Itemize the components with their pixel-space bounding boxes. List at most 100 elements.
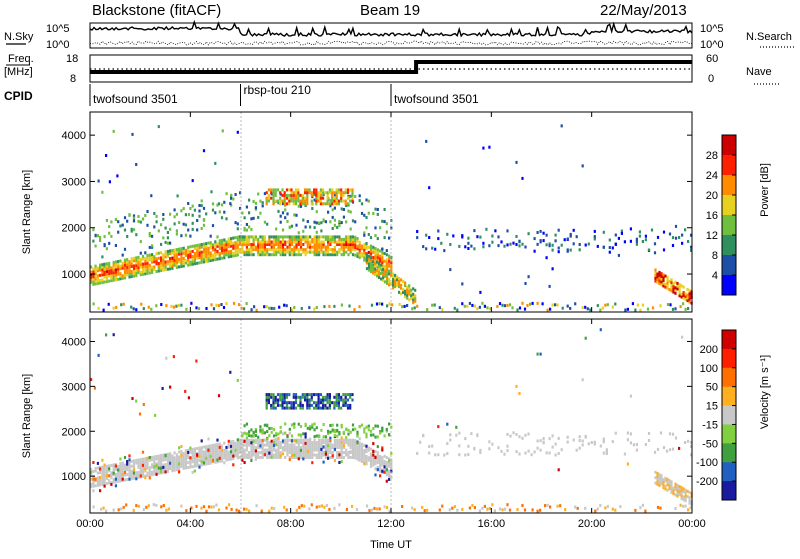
velocity-cell <box>331 454 334 458</box>
power-cell <box>345 250 348 254</box>
power-cell <box>313 250 316 254</box>
power-cell <box>322 202 325 206</box>
power-cell <box>323 305 326 309</box>
velocity-cell <box>254 438 257 442</box>
velocity-cell <box>533 450 536 454</box>
velocity-cell <box>317 401 320 405</box>
velocity-cell <box>144 464 147 468</box>
velocity-cell <box>338 443 341 447</box>
power-cell <box>315 243 318 246</box>
velocity-cell <box>257 456 260 459</box>
power-cell <box>175 258 178 262</box>
power-cell <box>516 308 519 312</box>
power-cell <box>327 237 330 241</box>
velocity-cell <box>205 447 208 451</box>
power-cell <box>281 188 284 192</box>
velocity-cell <box>193 449 196 453</box>
velocity-cell <box>126 478 129 481</box>
velocity-cell <box>157 471 160 475</box>
velocity-cell <box>324 446 327 450</box>
velocity-cell <box>239 448 242 452</box>
velocity-cell <box>524 451 527 455</box>
velocity-cell <box>303 504 306 508</box>
velocity-cell <box>193 452 196 456</box>
velocity-cell <box>259 451 262 454</box>
power-cell <box>379 249 382 253</box>
velocity-cell <box>153 470 156 474</box>
power-cell <box>549 307 552 311</box>
velocity-cell <box>243 431 246 435</box>
velocity-cell <box>283 406 286 410</box>
power-cell <box>171 249 174 252</box>
velocity-cell <box>524 433 527 437</box>
power-cell <box>132 259 136 263</box>
velocity-cell <box>315 441 318 445</box>
velocity-cell <box>358 453 361 457</box>
velocity-cell <box>678 493 681 497</box>
velocity-cell <box>340 446 343 450</box>
velocity-cell <box>304 395 307 399</box>
velocity-cell <box>299 441 303 445</box>
power-cell <box>178 260 181 264</box>
power-cell <box>313 235 316 239</box>
velocity-cell <box>99 467 102 471</box>
velocity-cell <box>171 456 174 460</box>
velocity-cell <box>166 460 169 464</box>
power-cell <box>349 199 352 203</box>
velocity-cell <box>169 467 172 471</box>
velocity-cell <box>99 489 102 493</box>
power-colorbar-tick-label: 4 <box>712 270 718 282</box>
power-cell <box>299 243 303 246</box>
velocity-cell <box>252 453 255 457</box>
power-cell <box>184 261 187 265</box>
power-cell <box>290 193 293 197</box>
power-cell <box>329 220 332 224</box>
power-cell <box>132 228 136 232</box>
velocity-cell <box>198 463 201 467</box>
power-cell <box>272 240 276 244</box>
power-cell <box>191 179 194 183</box>
velocity-cell <box>175 465 178 469</box>
velocity-cell <box>335 401 338 405</box>
velocity-cell <box>281 395 284 399</box>
power-cell <box>180 254 183 258</box>
power-cell <box>467 236 470 240</box>
power-cell <box>151 234 154 238</box>
power-cell <box>356 252 359 256</box>
power-cell <box>198 243 201 247</box>
power-cell <box>160 256 163 260</box>
velocity-cell <box>354 446 357 450</box>
power-cell <box>651 306 655 310</box>
power-cell <box>94 272 97 276</box>
velocity-cell <box>656 505 660 509</box>
velocity-cell <box>169 464 172 468</box>
power-cell <box>267 196 270 200</box>
velocity-cell <box>184 456 187 460</box>
power-cell <box>299 199 302 203</box>
velocity-cell <box>99 478 102 482</box>
velocity-cell <box>319 398 322 402</box>
power-cell <box>92 228 95 232</box>
velocity-cell <box>220 452 224 455</box>
power-cell <box>333 196 336 200</box>
velocity-cell <box>668 484 671 488</box>
power-cell <box>238 303 241 307</box>
velocity-cell <box>165 356 168 360</box>
power-cell <box>257 253 260 257</box>
power-cell <box>319 199 322 203</box>
power-cell <box>483 304 486 308</box>
velocity-cell <box>566 440 569 444</box>
velocity-cell <box>342 403 345 407</box>
power-cell <box>302 243 305 246</box>
power-cell <box>137 271 140 275</box>
velocity-cell <box>358 458 361 462</box>
power-cell <box>672 282 675 286</box>
velocity-cell <box>151 470 154 474</box>
power-cell <box>266 253 269 257</box>
velocity-cell <box>369 455 373 458</box>
power-cell <box>166 260 169 264</box>
power-cell <box>363 233 366 237</box>
power-cell <box>304 253 307 257</box>
velocity-cell <box>684 441 687 444</box>
power-cell <box>322 240 325 244</box>
